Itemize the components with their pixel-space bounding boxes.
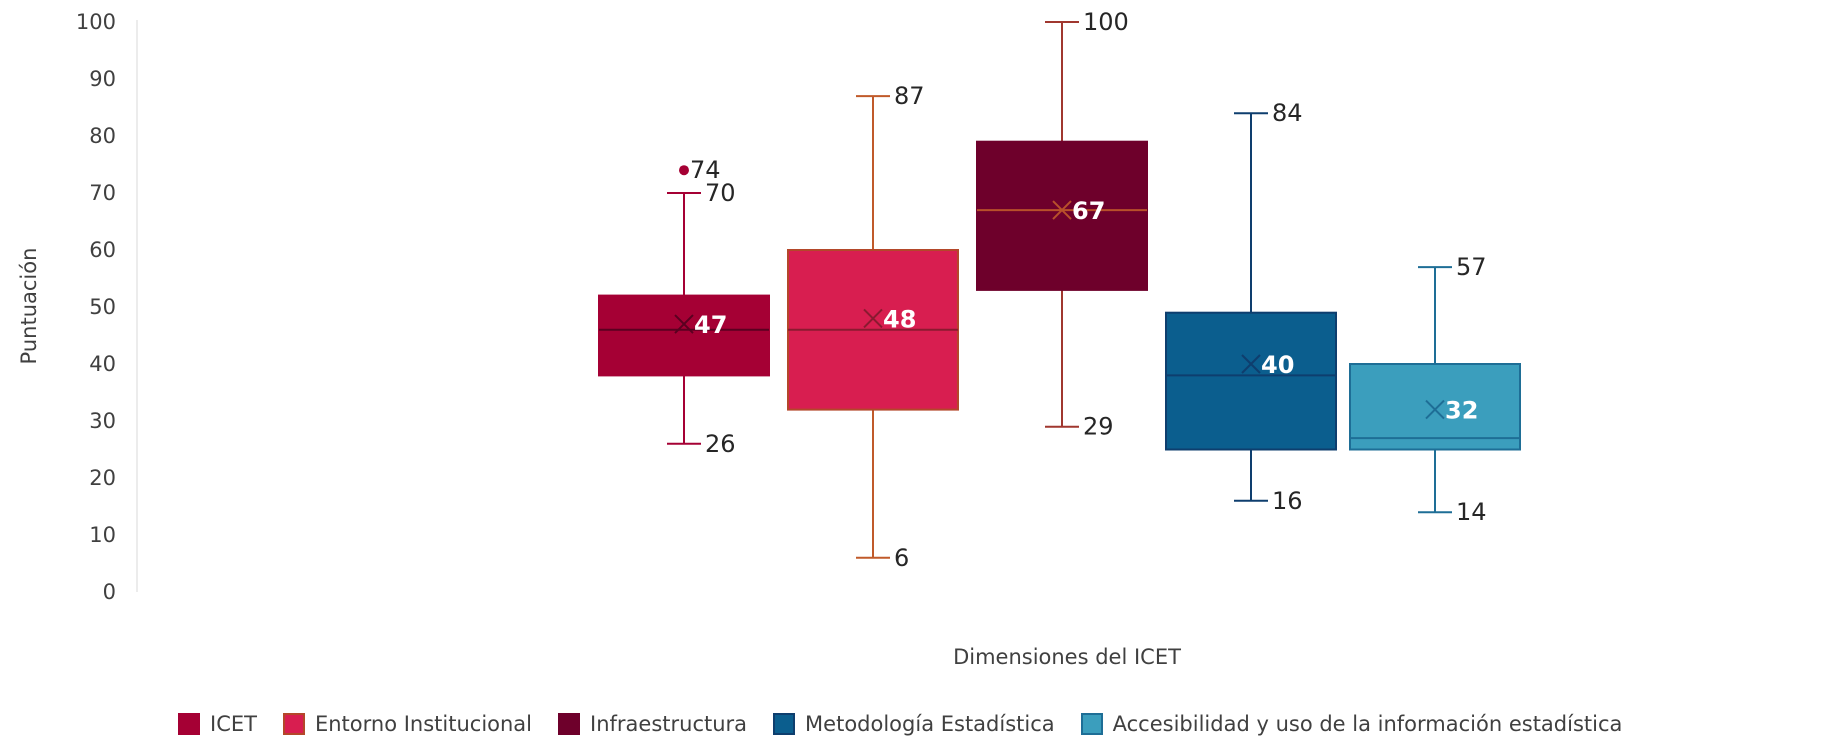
- legend: ICET Entorno Institucional Infraestructura…: [178, 712, 1648, 736]
- legend-swatch: [558, 713, 581, 735]
- legend-swatch: [282, 713, 305, 735]
- mean-label: 48: [883, 305, 916, 333]
- legend-item: Infraestructura: [558, 712, 747, 736]
- y-tick-label: 60: [89, 238, 116, 262]
- box-iqr: [1349, 363, 1521, 451]
- max-label: 84: [1272, 99, 1303, 127]
- outlier-point: [679, 165, 689, 176]
- mean-label: 67: [1072, 197, 1105, 225]
- min-label: 26: [705, 430, 736, 458]
- mean-marker: [1052, 200, 1072, 220]
- y-tick-label: 90: [89, 67, 116, 91]
- legend-item: Entorno Institucional: [282, 712, 533, 736]
- y-tick-label: 80: [89, 124, 116, 148]
- y-tick-label: 70: [89, 181, 116, 205]
- legend-item: ICET: [178, 712, 257, 736]
- min-label: 16: [1272, 487, 1303, 515]
- x-axis-title: Dimensiones del ICET: [953, 645, 1181, 669]
- legend-swatch: [773, 713, 796, 735]
- y-tick-label: 100: [76, 10, 116, 34]
- y-tick-label: 50: [89, 295, 116, 319]
- legend-label: Metodología Estadística: [805, 712, 1055, 736]
- box-iqr: [598, 294, 770, 377]
- min-label: 6: [894, 544, 909, 572]
- legend-label: Entorno Institucional: [314, 712, 533, 736]
- box-1: 47 70 26 74: [598, 156, 770, 458]
- y-tick-label: 40: [89, 352, 116, 376]
- min-label: 14: [1456, 498, 1487, 526]
- legend-item: Metodología Estadística: [773, 712, 1055, 736]
- legend-swatch: [1080, 713, 1103, 735]
- legend-label: Infraestructura: [590, 712, 748, 736]
- mean-label: 32: [1445, 397, 1478, 425]
- box-5: 32 57 14: [1349, 253, 1521, 526]
- mean-label: 47: [694, 311, 727, 339]
- mean-marker: [1241, 354, 1261, 374]
- legend-item: Accesibilidad y uso de la información es…: [1080, 712, 1623, 736]
- mean-marker: [863, 308, 883, 329]
- box-plot-chart: 0 10 20 30 40 50 60 70 80 90 100 47 70 26 74 48 87 6 67 10…: [17, 8, 1521, 669]
- max-label: 100: [1083, 8, 1129, 36]
- y-tick-label: 30: [89, 409, 116, 433]
- y-axis-ticks: 0 10 20 30 40 50 60 70 80 90 100: [76, 10, 116, 604]
- mean-marker: [1425, 399, 1445, 420]
- box-iqr: [976, 140, 1148, 291]
- box-2: 48 87 6: [787, 82, 959, 572]
- y-axis-title: Puntuación: [17, 248, 41, 365]
- box-4: 40 84 16: [1165, 99, 1337, 515]
- y-tick-label: 20: [89, 466, 116, 490]
- legend-swatch: [178, 713, 200, 735]
- max-label: 57: [1456, 253, 1487, 281]
- legend-label: Accesibilidad y uso de la información es…: [1112, 712, 1623, 736]
- min-label: 29: [1083, 413, 1114, 441]
- box-iqr: [1165, 311, 1337, 451]
- y-tick-label: 0: [103, 580, 116, 604]
- mean-label: 40: [1261, 351, 1294, 379]
- box-series: 47 70 26 74 48 87 6 67 100 29 40 84 16 32 57 14: [598, 8, 1521, 572]
- max-label: 87: [894, 82, 925, 110]
- max-label: 70: [705, 179, 736, 207]
- box-3: 67 100 29: [976, 8, 1148, 441]
- outlier-label: 74: [690, 156, 721, 184]
- mean-marker: [674, 314, 694, 334]
- legend-label: ICET: [210, 712, 257, 736]
- y-tick-label: 10: [89, 523, 116, 547]
